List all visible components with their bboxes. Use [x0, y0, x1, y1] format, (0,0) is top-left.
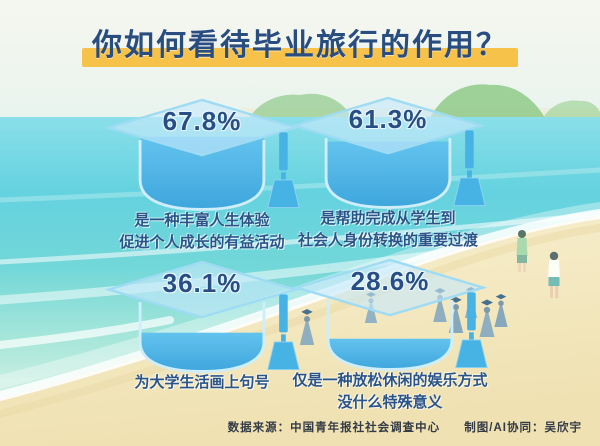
percent-value: 61.3% [348, 104, 428, 134]
stat-caption-line2: 促进个人成长的有益活动 [119, 233, 285, 251]
stat-item-4: 28.6% 仅是一种放松休闲的娱乐方式 没什么特殊意义 [290, 256, 490, 411]
beach-walker-white [548, 251, 560, 298]
credit: 制图/AI协同：吴欣宇 [464, 422, 582, 434]
stat-caption: 仅是一种放松休闲的娱乐方式 没什么特殊意义 [276, 370, 504, 414]
percent-value: 67.8% [162, 106, 242, 136]
stat-caption-line1: 是帮助完成从学生到 [320, 210, 456, 227]
stat-caption: 是帮助完成从学生到 社会人身份转换的重要过渡 [274, 208, 502, 252]
beach-walker-green [516, 230, 528, 272]
stat-caption: 是一种丰富人生体验 促进个人成长的有益活动 [88, 210, 316, 254]
tassel [267, 294, 300, 371]
stat-caption-line1: 为大学生活画上句号 [134, 374, 270, 391]
beach-sand [0, 216, 600, 446]
stat-caption-line1: 仅是一种放松休闲的娱乐方式 [292, 372, 488, 389]
tassel [455, 292, 488, 369]
stat-caption-line2: 社会人身份转换的重要过渡 [297, 231, 478, 249]
stat-item-3: 36.1% 为大学生活画上句号 [102, 258, 302, 391]
footer-credits: 数据来源：中国青年报社社会调查中心 制图/AI协同：吴欣宇 [228, 419, 582, 435]
stat-caption-line1: 是一种丰富人生体验 [134, 212, 270, 229]
percent-value: 28.6% [350, 266, 430, 296]
percent-value: 36.1% [162, 268, 242, 298]
stat-item-2: 61.3% 是帮助完成从学生到 社会人身份转换的重要过渡 [288, 94, 488, 249]
tassel [267, 132, 300, 209]
stat-caption: 为大学生活画上句号 [88, 372, 316, 394]
title-bar: 你如何看待毕业旅行的作用？ [0, 20, 600, 67]
stat-caption-line2: 没什么特殊意义 [337, 393, 443, 411]
sea-foam [0, 167, 600, 349]
data-source: 数据来源：中国青年报社社会调查中心 [227, 422, 441, 434]
graduation-cap-icon [104, 98, 300, 211]
page-title: 你如何看待毕业旅行的作用？ [82, 20, 518, 67]
graduation-cap-icon [104, 260, 300, 373]
graduation-cap-icon [292, 258, 488, 371]
page-title-text: 你如何看待毕业旅行的作用？ [92, 29, 508, 62]
graduation-cap-icon [290, 96, 486, 209]
tassel [453, 130, 486, 207]
stat-item-1: 67.8% 是一种丰富人生体验 促进个人成长的有益活动 [102, 96, 302, 251]
